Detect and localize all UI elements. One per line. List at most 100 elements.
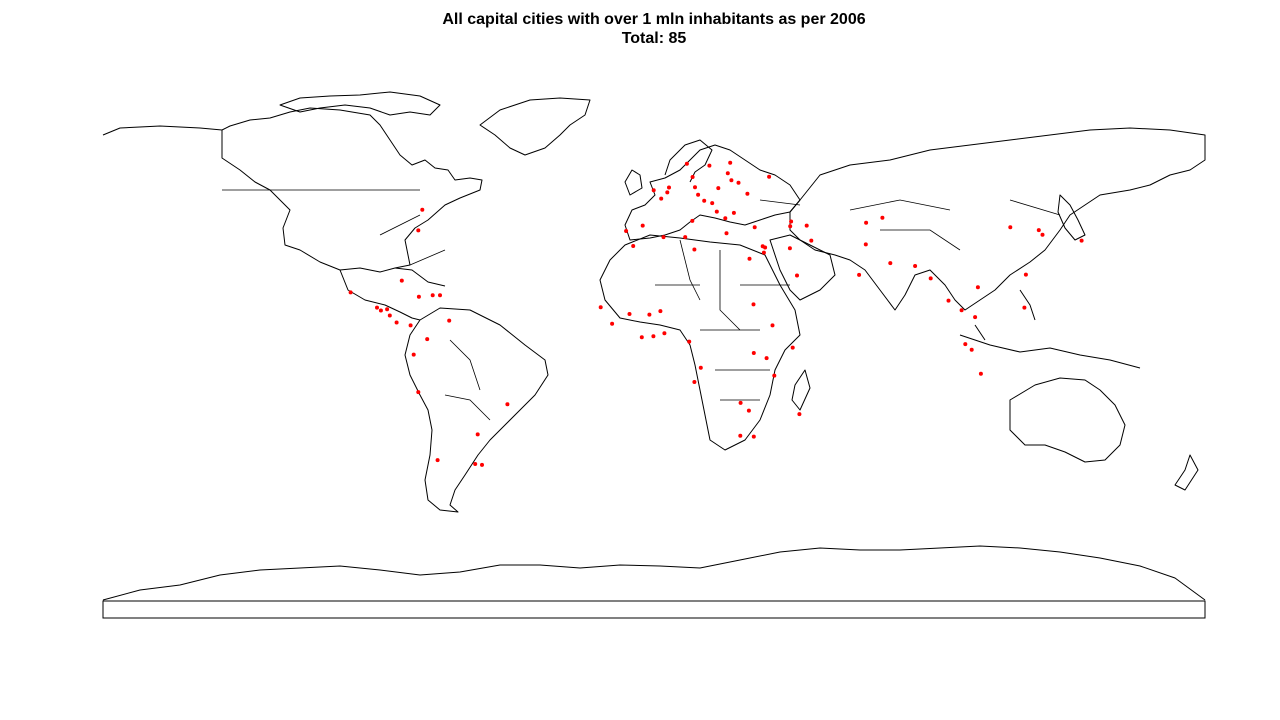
new-zealand-outline [1174, 454, 1199, 491]
map-title: All capital cities with over 1 mln inhab… [0, 10, 1280, 48]
capital-city-marker [662, 331, 667, 336]
british-isles-outline [624, 169, 643, 196]
central-america-outline [339, 269, 421, 321]
capital-city-marker [863, 242, 868, 247]
capital-city-marker [880, 215, 885, 220]
capital-city-marker [667, 185, 671, 190]
capital-city-marker [1008, 225, 1013, 230]
capital-city-marker [348, 290, 353, 295]
capital-city-marker [394, 320, 399, 325]
capital-city-marker [375, 305, 379, 310]
capital-city-markers [348, 160, 1084, 467]
north-america-outline [102, 107, 483, 273]
capital-city-marker [447, 318, 452, 323]
capital-city-marker [698, 365, 703, 370]
capital-city-marker [480, 462, 484, 467]
capital-city-marker [736, 180, 741, 185]
capital-city-marker [728, 160, 733, 165]
capital-city-marker [640, 223, 645, 228]
capital-city-marker [690, 175, 695, 179]
capital-city-marker [1036, 228, 1041, 233]
greenland-outline [479, 97, 591, 156]
capital-city-marker [420, 207, 425, 212]
capital-city-marker [430, 293, 435, 298]
capital-city-marker [725, 171, 730, 176]
capital-city-marker [598, 305, 603, 310]
capital-city-marker [692, 247, 697, 252]
map-title-line-2: Total: 85 [621, 30, 687, 47]
capital-city-marker [631, 244, 636, 248]
capital-city-marker [610, 321, 615, 326]
capital-city-marker [761, 250, 766, 255]
capital-city-marker [724, 231, 729, 236]
capital-city-marker [475, 432, 480, 437]
capital-city-marker [946, 298, 951, 303]
capital-city-marker [416, 390, 421, 395]
capital-city-marker [684, 161, 689, 166]
scandinavia-outline [664, 139, 713, 183]
capital-city-marker [790, 345, 795, 350]
capital-city-marker [658, 309, 663, 314]
capital-city-marker [789, 219, 794, 224]
capital-city-marker [975, 285, 980, 290]
capital-city-marker [969, 347, 974, 352]
capital-city-marker [627, 312, 632, 316]
capital-city-marker [913, 264, 918, 268]
capital-city-marker [767, 174, 772, 179]
map-frame [102, 600, 1206, 619]
australia-outline [1009, 377, 1126, 463]
europe-outline [624, 144, 801, 241]
capital-city-marker [760, 244, 765, 249]
madagascar-outline [791, 369, 811, 411]
capital-city-marker [978, 371, 983, 376]
caribbean-islands-outline [394, 267, 446, 287]
capital-city-marker [438, 293, 442, 298]
capital-city-marker [647, 312, 652, 317]
map-title-line-1: All capital cities with over 1 mln inhab… [442, 11, 866, 28]
capital-city-marker [1022, 305, 1027, 310]
capital-city-marker [505, 402, 510, 407]
capital-city-marker [788, 224, 793, 229]
capital-city-marker [378, 308, 383, 313]
capital-city-marker [416, 294, 421, 299]
capital-city-marker [411, 352, 416, 357]
capital-city-marker [693, 185, 697, 190]
capital-city-marker [747, 256, 752, 261]
capital-city-marker [473, 462, 478, 466]
capital-city-marker [751, 434, 756, 439]
capital-city-marker [1079, 238, 1084, 243]
capital-city-marker [665, 190, 670, 195]
southeast-asia-islands-outline [959, 289, 1141, 369]
capital-city-marker [738, 400, 743, 405]
capital-city-marker [752, 225, 757, 230]
capital-city-marker [797, 412, 802, 417]
capital-city-marker [659, 196, 664, 201]
capital-city-marker [1023, 272, 1028, 277]
land-outlines [102, 91, 1206, 601]
antarctica-outline [102, 545, 1206, 601]
capital-city-marker [416, 228, 421, 233]
capital-city-marker [385, 307, 390, 312]
arabia-outline [769, 234, 836, 301]
capital-city-marker [651, 334, 656, 339]
capital-city-marker [716, 186, 721, 191]
capital-city-marker [809, 238, 814, 243]
asia-outline [789, 127, 1206, 311]
capital-city-marker [692, 380, 697, 384]
capital-city-marker [928, 276, 933, 281]
capital-city-marker [710, 201, 715, 206]
capital-city-marker [751, 302, 756, 307]
capital-city-marker [624, 229, 629, 233]
japan-outline [1057, 194, 1086, 241]
capital-city-marker [804, 223, 809, 228]
capital-city-marker [408, 323, 413, 328]
capital-city-marker [959, 308, 964, 313]
capital-city-marker [696, 192, 701, 197]
capital-city-marker [723, 216, 728, 221]
country-borders [222, 189, 1061, 421]
capital-city-marker [745, 191, 750, 196]
capital-city-marker [639, 335, 644, 340]
capital-city-marker [399, 278, 404, 283]
capital-city-marker [746, 408, 751, 413]
